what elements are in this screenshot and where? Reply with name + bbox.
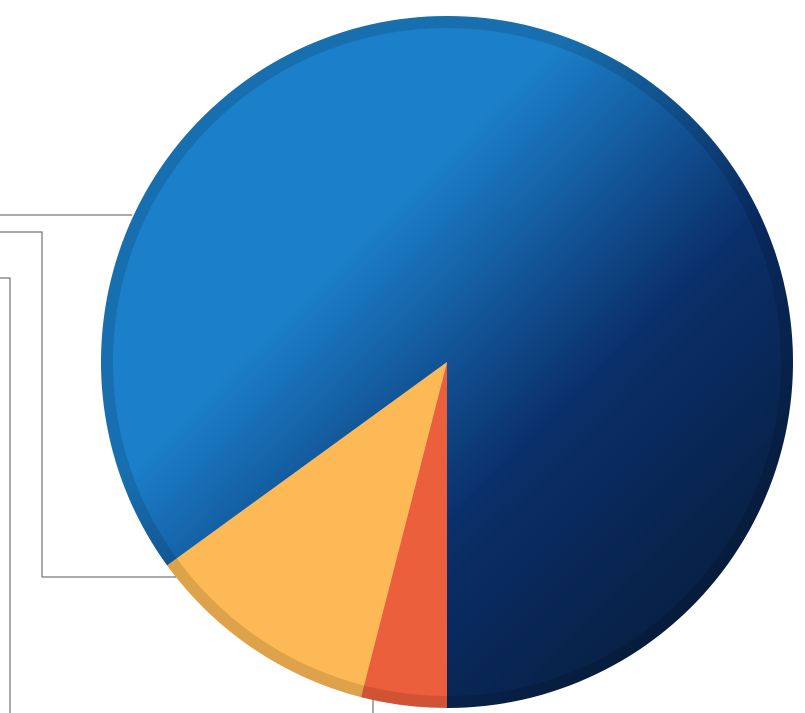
pie-slice (167, 362, 447, 698)
leader-line (0, 231, 196, 578)
pie (100, 15, 793, 708)
leader-lines (0, 214, 374, 713)
pie-slice (360, 362, 447, 708)
pie-slice (100, 15, 793, 708)
leader-line (0, 277, 11, 713)
pie-rim (101, 16, 793, 708)
